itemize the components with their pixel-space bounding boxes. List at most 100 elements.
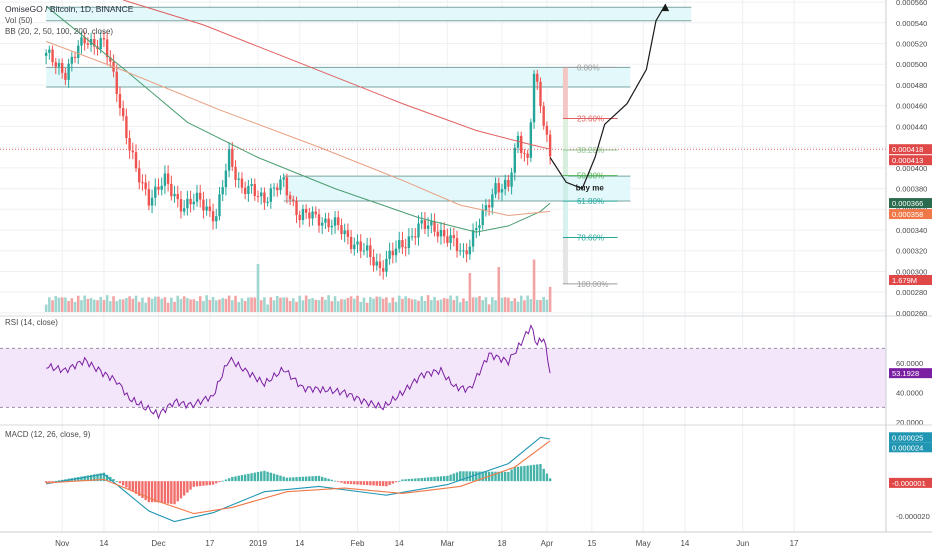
macd-histogram-bar (60, 479, 64, 482)
volume-bar (272, 300, 276, 312)
candle-body (64, 72, 67, 80)
candle-body (128, 138, 131, 151)
macd-histogram-bar (356, 481, 359, 485)
macd-histogram-bar (301, 476, 305, 482)
macd-histogram-bar (520, 466, 523, 482)
time-axis-tick: Jun (736, 539, 749, 548)
volume-bar (224, 298, 228, 312)
price-axis-tick: 0.000400 (896, 164, 927, 173)
candle-body (526, 153, 529, 158)
candle-body (44, 52, 48, 56)
volume-bar (60, 297, 64, 312)
volume-bar (397, 295, 401, 312)
candle-body (102, 38, 106, 40)
volume-bar (250, 297, 253, 312)
candle-body (253, 184, 256, 196)
volume-bar (128, 296, 131, 312)
volume-bar (150, 298, 154, 312)
candle-body (256, 195, 260, 197)
macd-title: MACD (12, 26, close, 9) (5, 430, 91, 439)
volume-bar (83, 295, 86, 312)
volume-bar (535, 299, 539, 312)
price-tag-background (889, 198, 932, 209)
macd-histogram-bar (154, 481, 157, 503)
macd-histogram-bar (513, 467, 516, 482)
macd-histogram-bar (491, 471, 494, 482)
moving-average-line (45, 40, 551, 217)
macd-histogram-bar (115, 481, 118, 482)
candle-body (455, 238, 459, 252)
volume-bar (314, 299, 318, 312)
macd-histogram-bar (410, 478, 414, 482)
volume-bar (404, 296, 407, 312)
rsi-axis-tick: 40.0000 (896, 389, 923, 398)
macd-histogram-bar (375, 481, 378, 486)
candle-body (381, 268, 385, 272)
volume-bar (125, 298, 128, 312)
macd-histogram-bar (311, 476, 314, 482)
candle-body (462, 250, 465, 252)
candle-body (362, 250, 366, 252)
macd-histogram-bar (475, 471, 478, 482)
macd-histogram-bar (263, 470, 266, 482)
candle-body (513, 147, 516, 173)
macd-histogram-bar (462, 471, 465, 482)
macd-histogram-bar (542, 468, 545, 482)
price-axis-tick: 0.000380 (896, 185, 927, 194)
candle-body (218, 194, 221, 217)
macd-histogram-bar (362, 481, 366, 485)
macd-histogram-bar (292, 477, 295, 482)
candle-body (192, 201, 195, 205)
macd-histogram-bar (516, 466, 520, 482)
price-axis-tick: 0.000540 (896, 19, 927, 28)
candle-body (234, 166, 237, 180)
candle-body (269, 188, 273, 202)
volume-bar (269, 297, 273, 312)
volume-bar (211, 296, 215, 312)
candle-body (471, 230, 475, 247)
volume-bar (516, 301, 520, 312)
macd-histogram-bar (102, 472, 106, 482)
macd-histogram-bar (237, 475, 240, 482)
macd-histogram-bar (189, 481, 192, 490)
volume-bar (430, 300, 433, 312)
macd-histogram-bar (446, 475, 449, 482)
volume-bar (510, 300, 513, 312)
volume-bar (134, 295, 138, 312)
candle-body (439, 230, 443, 237)
rsi-axis-tick: 20.0000 (896, 418, 923, 427)
candle-body (131, 150, 135, 153)
time-axis-tick: 17 (205, 539, 214, 548)
candle-body (407, 236, 411, 249)
time-axis-tick: Feb (351, 539, 365, 548)
time-axis-tick: 14 (395, 539, 404, 548)
candle-body (423, 220, 427, 229)
candle-body (227, 148, 231, 171)
macd-histogram-bar (77, 477, 80, 482)
macd-histogram-bar (484, 471, 488, 482)
macd-histogram-bar (266, 471, 269, 482)
macd-histogram-bar (179, 481, 183, 499)
price-axis-tick: 0.000440 (896, 122, 927, 131)
volume-bar (423, 300, 427, 312)
macd-histogram-bar (199, 481, 202, 487)
price-axis-tick: 0.000500 (896, 60, 927, 69)
candle-body (240, 178, 244, 188)
macd-histogram-bar (314, 476, 317, 482)
macd-histogram-bar (442, 476, 446, 482)
candle-body (173, 193, 176, 197)
candle-body (337, 217, 340, 226)
macd-histogram-bar (526, 465, 529, 482)
macd-histogram-bar (391, 481, 395, 484)
candle-body (80, 37, 83, 46)
volume-bar (240, 298, 244, 312)
candle-body (93, 38, 96, 47)
macd-histogram-bar (256, 471, 260, 482)
candle-body (388, 250, 391, 259)
volume-bar (320, 296, 324, 312)
volume-bar (446, 298, 449, 312)
candle-body (465, 250, 468, 255)
candle-body (536, 73, 539, 82)
candle-body (176, 193, 179, 200)
macd-histogram-bar (128, 481, 131, 490)
